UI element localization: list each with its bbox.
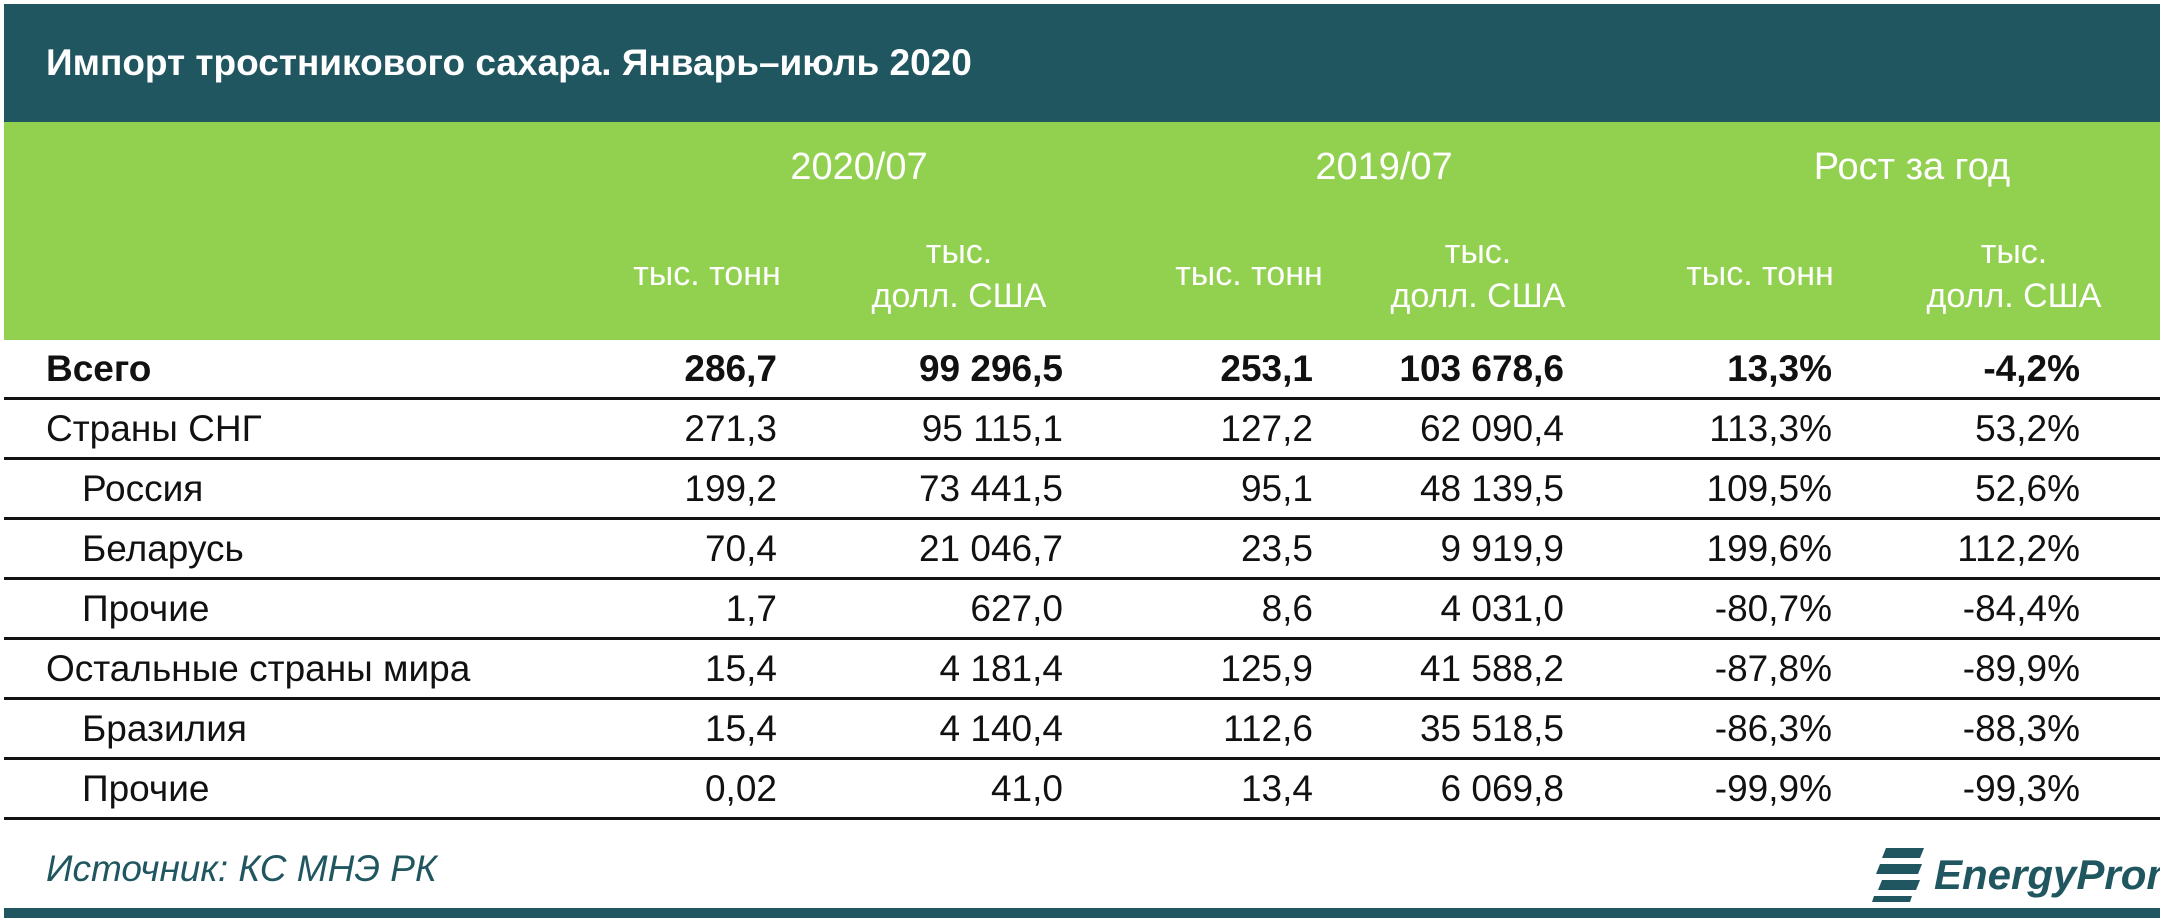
row-label: Страны СНГ: [4, 398, 590, 460]
value-usd-2020: 99 296,5: [777, 340, 1063, 400]
table-row: Остальные страны мира 15,4 4 181,4 125,9 41 …: [4, 638, 2160, 700]
growth-usd: -89,9%: [1832, 638, 2080, 700]
value-usd-2019: 9 919,9: [1313, 518, 1564, 580]
unit-usd-growth: тыс. долл. США: [1926, 233, 2102, 315]
growth-tons: 109,5%: [1564, 458, 1832, 520]
value-tons-2020: 15,4: [590, 638, 777, 700]
growth-tons: -99,9%: [1564, 758, 1832, 820]
value-tons-2019: 13,4: [1063, 758, 1313, 820]
row-spacer: [2080, 458, 2160, 520]
value-tons-2019: 23,5: [1063, 518, 1313, 580]
unit-tons-2019: тыс. тонн: [1175, 255, 1323, 293]
value-tons-2019: 95,1: [1063, 458, 1313, 520]
row-spacer: [2080, 398, 2160, 460]
row-spacer: [2080, 758, 2160, 820]
growth-usd: -99,3%: [1832, 758, 2080, 820]
value-tons-2019: 8,6: [1063, 578, 1313, 640]
value-usd-2019: 6 069,8: [1313, 758, 1564, 820]
unit-tons-2020: тыс. тонн: [633, 255, 781, 293]
value-tons-2020: 271,3: [590, 398, 777, 460]
growth-usd: 112,2%: [1832, 518, 2080, 580]
row-label: Всего: [4, 340, 590, 400]
header-group-2020: 2020/07: [790, 146, 928, 188]
row-label: Остальные страны мира: [4, 638, 590, 700]
value-tons-2020: 199,2: [590, 458, 777, 520]
value-usd-2020: 627,0: [777, 578, 1063, 640]
header-group-2019: 2019/07: [1315, 146, 1453, 188]
value-tons-2020: 1,7: [590, 578, 777, 640]
value-usd-2020: 4 181,4: [777, 638, 1063, 700]
bottom-bar: [4, 908, 2160, 918]
value-usd-2020: 73 441,5: [777, 458, 1063, 520]
row-spacer: [2080, 518, 2160, 580]
row-label: Прочие: [4, 758, 590, 820]
growth-tons: 13,3%: [1564, 340, 1832, 400]
value-tons-2019: 127,2: [1063, 398, 1313, 460]
value-usd-2020: 21 046,7: [777, 518, 1063, 580]
value-tons-2020: 286,7: [590, 340, 777, 400]
source-note: Источник: КС МНЭ РК: [46, 848, 437, 889]
row-label: Беларусь: [4, 518, 590, 580]
table-row: Прочие 1,7 627,0 8,6 4 031,0 -80,7% -84,4%: [4, 578, 2160, 640]
growth-tons: 113,3%: [1564, 398, 1832, 460]
value-usd-2020: 95 115,1: [777, 398, 1063, 460]
growth-usd: -4,2%: [1832, 340, 2080, 400]
logo-text: EnergyProm: [1934, 851, 2160, 898]
value-usd-2019: 4 031,0: [1313, 578, 1564, 640]
value-usd-2020: 41,0: [777, 758, 1063, 820]
unit-tons-growth: тыс. тонн: [1686, 255, 1834, 293]
growth-usd: 53,2%: [1832, 398, 2080, 460]
row-label: Бразилия: [4, 698, 590, 760]
value-tons-2020: 0,02: [590, 758, 777, 820]
growth-tons: -80,7%: [1564, 578, 1832, 640]
value-tons-2019: 253,1: [1063, 340, 1313, 400]
table-row: Прочие 0,02 41,0 13,4 6 069,8 -99,9% -99,3%: [4, 758, 2160, 820]
row-spacer: [2080, 578, 2160, 640]
value-usd-2019: 62 090,4: [1313, 398, 1564, 460]
growth-usd: 52,6%: [1832, 458, 2080, 520]
energyprom-logo-icon: [1872, 848, 1924, 902]
table-header: 2020/07 2019/07 Рост за год тыс. тонн ты…: [4, 122, 2160, 340]
table-row: Всего 286,7 99 296,5 253,1 103 678,6 13,3% -4,…: [4, 340, 2160, 400]
header-group-growth: Рост за год: [1813, 146, 2011, 188]
value-usd-2019: 41 588,2: [1313, 638, 1564, 700]
value-tons-2020: 15,4: [590, 698, 777, 760]
value-tons-2019: 125,9: [1063, 638, 1313, 700]
energyprom-logo: EnergyProm: [1872, 842, 2160, 908]
value-usd-2020: 4 140,4: [777, 698, 1063, 760]
footer: Источник: КС МНЭ РК EnergyProm: [4, 842, 2160, 908]
unit-usd-2019: тыс. долл. США: [1390, 233, 1566, 315]
value-usd-2019: 35 518,5: [1313, 698, 1564, 760]
table-row: Страны СНГ 271,3 95 115,1 127,2 62 090,4 113,…: [4, 398, 2160, 460]
value-tons-2019: 112,6: [1063, 698, 1313, 760]
growth-usd: -88,3%: [1832, 698, 2080, 760]
row-label: Прочие: [4, 578, 590, 640]
table-row: Бразилия 15,4 4 140,4 112,6 35 518,5 -86,3% -8…: [4, 698, 2160, 760]
growth-usd: -84,4%: [1832, 578, 2080, 640]
value-tons-2020: 70,4: [590, 518, 777, 580]
title-bar: Импорт тростникового сахара. Январь–июль…: [4, 4, 2160, 122]
table-row: Россия 199,2 73 441,5 95,1 48 139,5 109,5% 52,…: [4, 458, 2160, 520]
table-title: Импорт тростникового сахара. Январь–июль…: [46, 42, 972, 83]
value-usd-2019: 48 139,5: [1313, 458, 1564, 520]
row-label: Россия: [4, 458, 590, 520]
growth-tons: -86,3%: [1564, 698, 1832, 760]
growth-tons: -87,8%: [1564, 638, 1832, 700]
row-spacer: [2080, 340, 2160, 400]
data-table: Всего 286,7 99 296,5 253,1 103 678,6 13,3% -4,…: [4, 340, 2160, 820]
value-usd-2019: 103 678,6: [1313, 340, 1564, 400]
row-spacer: [2080, 638, 2160, 700]
growth-tons: 199,6%: [1564, 518, 1832, 580]
table-row: Беларусь 70,4 21 046,7 23,5 9 919,9 199,6% 112…: [4, 518, 2160, 580]
unit-usd-2020: тыс. долл. США: [871, 233, 1047, 315]
row-spacer: [2080, 698, 2160, 760]
